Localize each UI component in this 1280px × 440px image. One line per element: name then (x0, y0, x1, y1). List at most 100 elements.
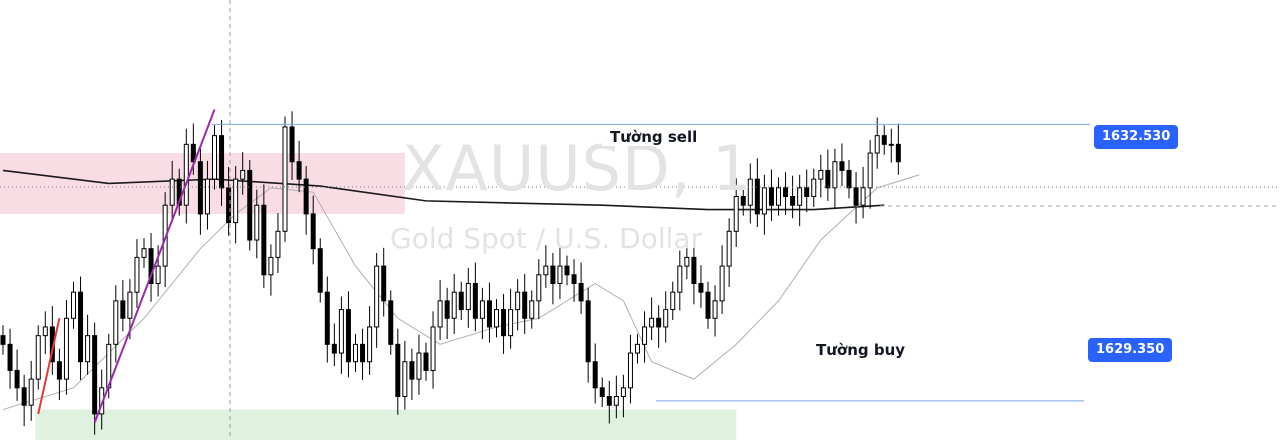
candle-body (296, 161, 302, 180)
candle (585, 287, 591, 383)
candle (42, 311, 48, 354)
candle-body (825, 169, 831, 189)
candle (254, 189, 260, 259)
candle-body (345, 309, 351, 363)
candle-body (486, 300, 492, 328)
sell-level-label[interactable]: Tường sell (602, 128, 706, 146)
candle-body (529, 300, 535, 319)
buy-level-label[interactable]: Tường buy (808, 341, 914, 359)
candle-body (85, 335, 91, 363)
candle (564, 255, 570, 286)
candle (353, 333, 358, 373)
candle-body (240, 169, 246, 180)
trendlines-layer[interactable] (37, 109, 216, 423)
candle-body (515, 291, 521, 311)
candle-body (571, 274, 577, 284)
candle (635, 333, 640, 364)
candle-body (155, 265, 161, 284)
candle (197, 148, 203, 235)
candle-body (0, 335, 6, 345)
candle (747, 163, 753, 224)
candle-body (853, 187, 859, 206)
candle-body (367, 326, 373, 363)
candle (804, 169, 810, 213)
candle-body (444, 300, 450, 319)
candle-body (585, 300, 591, 363)
candle-body (479, 300, 485, 319)
candle-body (360, 343, 366, 363)
candle (550, 253, 556, 305)
candle (338, 296, 344, 374)
candle (451, 273, 457, 334)
candle-body (508, 309, 514, 337)
candle-body (374, 265, 380, 328)
candle-body (691, 256, 697, 284)
candle (557, 247, 563, 300)
candle-body (303, 178, 309, 215)
candle-body (881, 135, 887, 145)
candle (204, 160, 210, 230)
levels-layer[interactable] (212, 123, 1090, 402)
candle-body (740, 196, 746, 206)
candle-body (768, 187, 774, 206)
candle (536, 259, 542, 320)
candle (331, 323, 337, 367)
candle-body (254, 204, 260, 241)
candle (317, 238, 323, 303)
candle-body (120, 300, 126, 319)
candle-body (620, 387, 626, 398)
candle (712, 285, 718, 337)
candle (818, 154, 824, 198)
candle-body (282, 126, 288, 232)
watermark-description: Gold Spot / U.S. Dollar (390, 222, 703, 255)
candle-body (705, 291, 711, 319)
candle-body (395, 343, 401, 398)
candle (479, 287, 485, 340)
candle (268, 244, 274, 296)
candle (113, 285, 119, 363)
candle-body (197, 161, 203, 215)
candle-body (451, 291, 457, 319)
candle (860, 166, 866, 219)
candle-body (437, 300, 443, 328)
candle (740, 186, 746, 216)
candle (7, 328, 13, 389)
candle-body (212, 135, 217, 180)
candle-body (324, 291, 330, 345)
trendline-red (37, 318, 61, 415)
candle (726, 218, 732, 287)
candle-body (71, 291, 76, 319)
sell-price-badge[interactable]: 1632.530 (1094, 125, 1179, 149)
candle-body (247, 169, 253, 241)
candle (776, 177, 781, 216)
candle-body (839, 161, 845, 171)
candle (92, 322, 98, 435)
candle (423, 342, 429, 381)
candle (261, 184, 267, 288)
candle (642, 311, 648, 363)
candle (472, 262, 478, 332)
candle (381, 247, 387, 317)
candle (684, 236, 690, 280)
candle (458, 281, 464, 320)
candle-body (388, 300, 394, 345)
candle (56, 348, 62, 400)
candle-body (761, 187, 767, 215)
candle-body (458, 291, 464, 311)
candle-body (811, 178, 817, 198)
candle-body (895, 143, 901, 163)
candle (71, 281, 76, 329)
candle-body (522, 291, 528, 319)
candle-body (818, 169, 824, 180)
candle-body (733, 196, 739, 232)
candle (754, 158, 760, 227)
candle (515, 279, 521, 331)
candle-body (719, 265, 725, 302)
candle-body (148, 248, 154, 284)
candle-body (888, 143, 894, 146)
candle-body (642, 326, 648, 345)
buy-price-badge[interactable]: 1629.350 (1088, 338, 1173, 362)
